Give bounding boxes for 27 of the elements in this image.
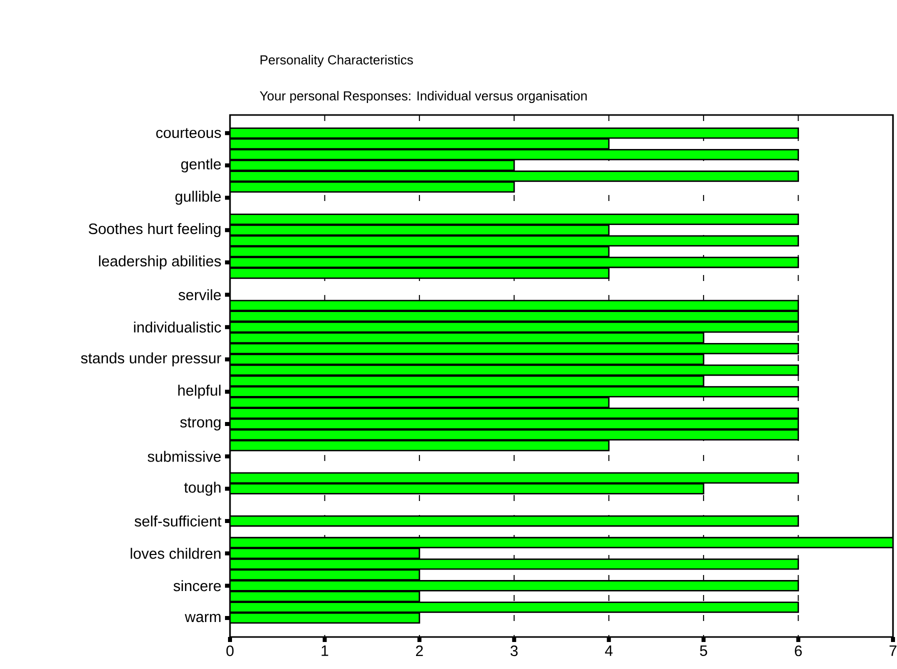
y-tick-label: submissive (148, 450, 221, 462)
y-tick-label: servile (178, 289, 221, 300)
y-tick-label: Soothes hurt feeling (88, 223, 220, 238)
y-tick-label: helpful (178, 384, 220, 399)
x-tick-label: 5 (700, 646, 708, 656)
x-tick-label: 3 (510, 646, 518, 656)
y-tick-label: strong (180, 418, 220, 430)
y-tick-label: tough (184, 482, 220, 496)
x-tick-label: 2 (416, 646, 423, 656)
y-tick-label: loves children (130, 548, 220, 559)
x-tick-label: 1 (322, 646, 328, 656)
x-tick-label: 7 (890, 646, 896, 656)
y-tick-label: warm (184, 614, 220, 622)
y-tick-label: courteous (156, 128, 221, 138)
y-tick-label: stands under pressur (80, 352, 222, 366)
bar (230, 396, 610, 408)
x-tick-label: 6 (794, 646, 802, 656)
x-tick-label: 4 (605, 646, 613, 656)
y-tick-label: leadership abilities (99, 255, 221, 270)
y-tick-label: individualistic (134, 322, 222, 333)
y-tick-label: self-sufficient (134, 516, 222, 527)
chart-subtitle: Your personal Responses: Individual versus organisation (260, 90, 587, 104)
chart-title: Personality Characteristics (260, 54, 413, 68)
y-tick-label: sincere (174, 580, 221, 592)
x-tick-label: 0 (226, 646, 234, 656)
y-tick-label: gentle (181, 158, 221, 172)
y-tick-label: gullible (175, 190, 221, 205)
